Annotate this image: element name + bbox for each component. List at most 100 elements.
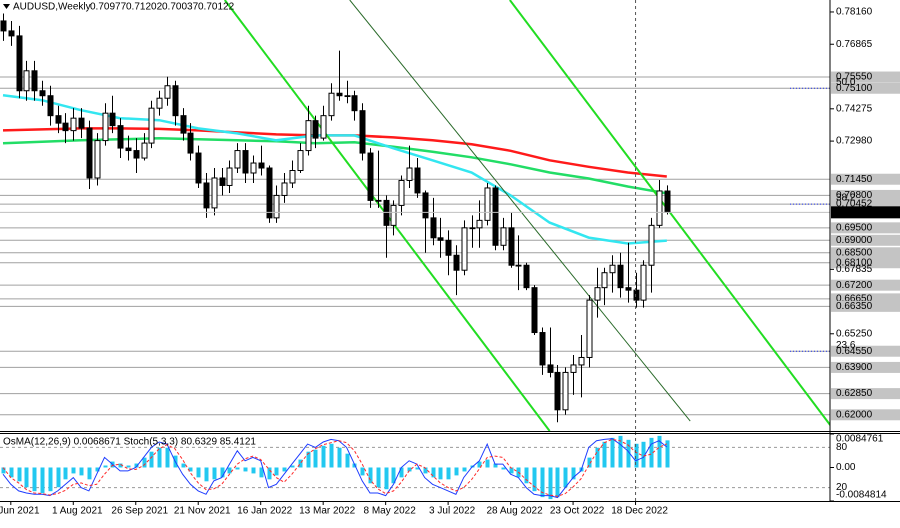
y2-tick-label: 20 (836, 482, 848, 493)
level-label: 0.68500 (836, 247, 873, 258)
candle-body (476, 219, 483, 229)
candle-body (305, 120, 312, 152)
candle-body (383, 199, 390, 226)
candle-body (390, 204, 397, 226)
candle-body (547, 364, 554, 373)
candle-body (31, 70, 38, 92)
candle-body (656, 190, 663, 226)
level-label: 0.63900 (836, 362, 873, 373)
osma-bar (626, 439, 631, 468)
candle-body (437, 237, 444, 241)
x-tick-label: 3 Jul 2022 (429, 506, 476, 517)
osma-bar (618, 435, 623, 468)
candle-body (367, 152, 374, 201)
trend-line (349, 0, 691, 422)
candle-body (344, 95, 351, 98)
x-tick-label: 6 Jun 2021 (0, 506, 40, 517)
osma-bar (204, 467, 209, 482)
ohlc-value: 0.70977 (90, 2, 127, 13)
osma-bar (56, 467, 61, 488)
candle-body (406, 167, 413, 181)
osma-bar (243, 467, 248, 472)
osma-bar (227, 467, 232, 474)
osma-bar (368, 467, 373, 484)
x-tick-label: 23 Oct 2022 (550, 506, 605, 517)
osma-bar (384, 467, 389, 490)
ohlc-value: 0.70037 (162, 2, 199, 13)
candle-body (8, 30, 15, 37)
osma-bar (235, 467, 240, 470)
osma-bar (462, 467, 467, 472)
candle-body (203, 182, 210, 209)
osma-bar (48, 467, 53, 492)
fib-label: 50.0 (836, 77, 856, 88)
candle-body (141, 142, 148, 159)
osma-bar (657, 435, 662, 468)
fib-label: 23.6 (836, 340, 856, 351)
candle-body (633, 289, 640, 301)
candle-body (86, 127, 93, 179)
level-label: 0.64550 (836, 346, 873, 357)
level-label-box (831, 257, 900, 269)
osma-bar (532, 467, 537, 492)
osma-bar (493, 463, 498, 468)
candle-body (164, 85, 171, 99)
y-tick-label: 0.0084761 (836, 434, 884, 445)
candle-body (586, 299, 593, 358)
candle-body (281, 182, 288, 196)
y-tick-label: 0.65250 (836, 328, 873, 339)
level-label: 0.70452 (836, 199, 873, 210)
osma-bar (95, 467, 100, 472)
candle-body (508, 227, 515, 266)
osma-bar (649, 437, 654, 468)
candle-body (297, 150, 304, 172)
osma-bar (9, 467, 14, 478)
x-tick-label: 16 Jan 2022 (237, 506, 292, 517)
candle-body (398, 179, 405, 206)
y-tick-label: 0.74275 (836, 103, 873, 114)
candle-body (664, 190, 671, 213)
stochastic-line (2, 438, 668, 497)
osma-bar (501, 467, 506, 470)
osma-bar (1, 467, 6, 474)
osma-bar (563, 467, 568, 488)
x-tick-label: 13 Mar 2022 (299, 506, 356, 517)
candle-body (648, 224, 655, 266)
candle-body (109, 112, 116, 127)
level-label-box (831, 409, 900, 421)
osma-bar (485, 459, 490, 468)
candle-body (328, 92, 335, 117)
osma-bar (423, 467, 428, 474)
osma-bar (407, 467, 412, 472)
osma-bar (438, 467, 443, 480)
y-tick-label: 0.76865 (836, 39, 873, 50)
osma-bar (32, 467, 37, 492)
level-label-box (831, 71, 900, 83)
candle-body (226, 167, 233, 186)
candle-body (453, 254, 460, 271)
level-label-box (831, 173, 900, 185)
trend-line (509, 0, 830, 427)
candle-body (578, 356, 585, 366)
level-label-box (831, 300, 900, 312)
osma-bar (376, 467, 381, 488)
candle-body (523, 264, 530, 289)
osma-bar (415, 467, 420, 470)
candle-body (500, 227, 507, 246)
osma-bar (188, 467, 193, 472)
fib-label: 38.2 (836, 193, 856, 204)
candle-body (422, 192, 429, 219)
x-tick-label: 28 Aug 2022 (487, 506, 544, 517)
candle-body (187, 132, 194, 154)
candle-body (117, 125, 124, 149)
level-label-box (831, 361, 900, 373)
level-label: 0.69000 (836, 235, 873, 246)
osma-bar (306, 451, 311, 468)
level-label-box (831, 279, 900, 291)
level-label-box (831, 345, 900, 357)
level-label-box (831, 247, 900, 259)
menu-arrow[interactable] (3, 4, 10, 9)
candle-body (289, 170, 296, 184)
